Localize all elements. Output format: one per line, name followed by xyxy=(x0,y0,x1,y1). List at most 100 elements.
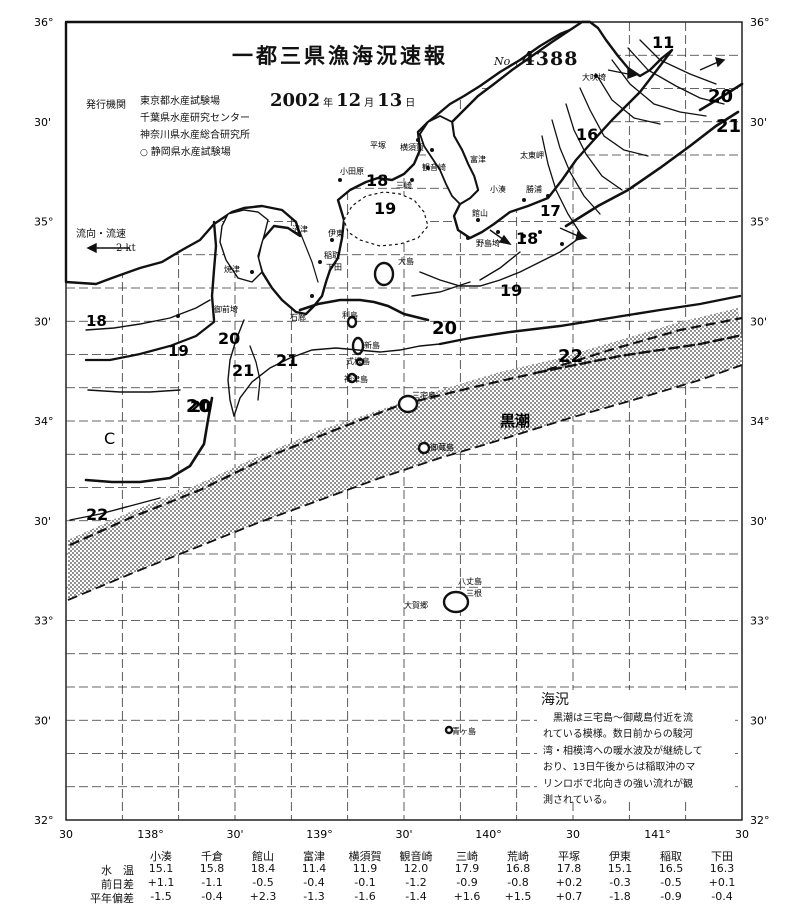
place-dot xyxy=(560,242,564,246)
table-row: 前日差 +1.1 -1.1 -0.5 -0.4 -0.1 -1.2 -0.9 -0.8 +0.2 -… xyxy=(70,876,770,891)
table-column-header: 伊東 xyxy=(609,850,631,863)
place-label: 三崎 xyxy=(396,180,412,190)
place-label: 横須賀 xyxy=(400,142,424,152)
latitude-label: 32° xyxy=(750,814,770,827)
org-kanagawa: 神奈川県水産総合研究所 xyxy=(140,130,250,141)
comment-title: 海況 xyxy=(541,692,569,708)
place-label: 下田 xyxy=(326,263,342,272)
table-header-row: 小湊 千倉 館山 富津 横須賀 観音崎 三崎 荒崎 平塚 伊東 稲取 下田 xyxy=(70,848,770,863)
table-column-header: 三崎 xyxy=(456,850,478,863)
latitude-label: 30' xyxy=(750,315,767,328)
longitude-label: 139° xyxy=(306,828,333,841)
longitude-label: 141° xyxy=(644,828,671,841)
isotherm-label: 19 xyxy=(168,342,189,360)
place-label: 大吠埼 xyxy=(582,72,606,82)
comment-line: 測されている。 xyxy=(543,795,613,806)
latitude-label: 30' xyxy=(750,515,767,528)
isotherm-label: 18 xyxy=(366,171,388,190)
legend-title: 流向・流速 xyxy=(76,229,126,240)
table-cell: 15.8 xyxy=(199,862,225,875)
place-dot xyxy=(594,74,598,78)
latitude-label: 30' xyxy=(750,116,767,129)
latitude-label: 36° xyxy=(750,16,770,29)
table-cell: 17.9 xyxy=(454,862,480,875)
place-dot xyxy=(416,138,420,142)
table-column-header: 小湊 xyxy=(150,850,172,863)
org-list-rest: 千葉県水産研究センター 神奈川県水産総合研究所 ○ 静岡県水産試験場 xyxy=(140,110,250,162)
place-dot xyxy=(430,148,434,152)
place-dot xyxy=(522,234,526,238)
kuroshio-south-edge xyxy=(67,364,743,601)
latitude-label: 33° xyxy=(34,615,54,628)
comment-line: 黒潮は三宅島～御蔵島付近を流 xyxy=(553,712,693,724)
table-row: 平年偏差 -1.5 -0.4 +2.3 -1.3 -1.6 -1.4 +1.6 +1.5 +0.7… xyxy=(70,890,770,905)
place-label: 稲取 xyxy=(324,250,340,260)
latitude-label: 34° xyxy=(750,415,770,428)
place-dot xyxy=(466,236,470,240)
isotherm-label: 22 xyxy=(558,346,583,367)
isotherms xyxy=(69,39,744,521)
table-cell: -1.5 xyxy=(150,890,172,903)
longitude-label: 30' xyxy=(226,828,243,841)
comment-line: リンロボで北向きの強い流れが観 xyxy=(543,778,693,790)
isotherm-label: 17 xyxy=(540,202,561,220)
table-cell: -1.4 xyxy=(405,890,427,903)
current-arrows xyxy=(86,57,726,254)
table-cell: 11.4 xyxy=(301,862,327,875)
suruga-bay xyxy=(219,209,269,283)
place-dot xyxy=(250,270,254,274)
kuroshio-band xyxy=(68,308,742,600)
place-dot xyxy=(522,198,526,202)
current-legend: 流向・流速 2 kt xyxy=(76,228,136,256)
table-cell: -0.4 xyxy=(711,890,733,903)
comment-line: 湾・相模湾への暖水波及が継続して xyxy=(543,745,703,757)
cold-water-label: C xyxy=(104,429,115,448)
place-label: 沼津 xyxy=(292,224,308,234)
table-cell: +0.1 xyxy=(708,876,736,889)
table-cell: -1.6 xyxy=(354,890,376,903)
coastline xyxy=(64,20,674,316)
place-dot xyxy=(426,166,430,170)
table-row-label: 前日差 xyxy=(101,878,134,891)
place-dot xyxy=(496,230,500,234)
isotherm-label: 21 xyxy=(232,361,254,380)
latitude-label: 35° xyxy=(750,216,770,229)
place-label: 式根島 xyxy=(346,356,370,366)
bulletin-title: 一都三県漁海況速報 xyxy=(232,43,448,68)
isotherm-label: 19 xyxy=(374,199,396,218)
sagami-bay xyxy=(343,191,429,247)
place-label: 石廊 xyxy=(290,312,306,322)
place-label: 大賀郷 xyxy=(404,600,428,610)
kuroshio-edge xyxy=(69,316,743,547)
table-cell: +1.6 xyxy=(453,890,481,903)
sea-condition-comment: 海況 黒潮は三宅島～御蔵島付近を流 れている模様。数日前からの駿河 湾・相模湾へ… xyxy=(537,690,735,806)
table-column-header: 荒崎 xyxy=(507,850,529,863)
place-label: 小湊 xyxy=(490,184,506,194)
table-cell: 15.1 xyxy=(607,862,633,875)
table-cell: -1.8 xyxy=(609,890,631,903)
legend-speed: 2 kt xyxy=(116,243,136,254)
place-dot xyxy=(538,230,542,234)
table-cell: 16.8 xyxy=(505,862,531,875)
table-cell: -0.8 xyxy=(507,876,529,889)
table-cell: -0.9 xyxy=(660,890,682,903)
table-column-header: 平塚 xyxy=(558,850,580,863)
place-label: 八丈島 xyxy=(458,576,482,586)
table-cell: 15.1 xyxy=(148,862,174,875)
latitude-label: 30' xyxy=(34,116,51,129)
longitude-labels: 30 138° 30' 139° 30' 140° 30 141° 30 xyxy=(59,828,749,841)
isotherm-label: 20 xyxy=(708,86,733,107)
longitude-label: 138° xyxy=(137,828,164,841)
place-label: 青ヶ島 xyxy=(452,726,476,736)
table-cell: -0.5 xyxy=(660,876,682,889)
table-cell: +2.3 xyxy=(249,890,277,903)
latitude-label: 30' xyxy=(34,515,51,528)
kuroshio-label: 黒潮 xyxy=(500,412,530,430)
isotherm-label: 18 xyxy=(516,229,538,248)
isotherm-label: 18 xyxy=(86,312,107,330)
table-cell: -1.2 xyxy=(405,876,427,889)
place-dot xyxy=(546,194,550,198)
table-column-header: 観音崎 xyxy=(399,850,433,863)
